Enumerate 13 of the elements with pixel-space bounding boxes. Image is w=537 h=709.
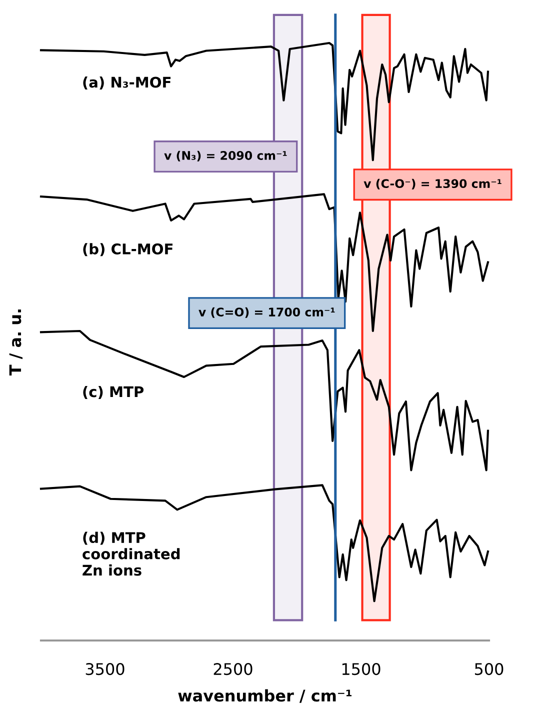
ref-line-label: v (C=O) = 1700 cm⁻¹ — [198, 307, 335, 318]
x-tick-label: 2500 — [214, 663, 252, 676]
band-label: v (N₃) = 2090 cm⁻¹ — [164, 150, 287, 162]
series-label: (c) MTP — [83, 386, 144, 399]
y-axis-title: T / a. u. — [9, 310, 22, 376]
series-label: (a) N₃-MOF — [83, 76, 170, 90]
series-label: (b) CL-MOF — [83, 243, 172, 256]
x-axis-title: wavenumber / cm⁻¹ — [178, 689, 352, 703]
band-label: v (C-O⁻) = 1390 cm⁻¹ — [364, 178, 502, 190]
x-tick-label: 1500 — [342, 663, 380, 676]
x-tick-label: 500 — [474, 663, 504, 676]
x-tick-label: 3500 — [86, 663, 124, 676]
series-label: (d) MTP coordinated Zn ions — [82, 532, 180, 576]
